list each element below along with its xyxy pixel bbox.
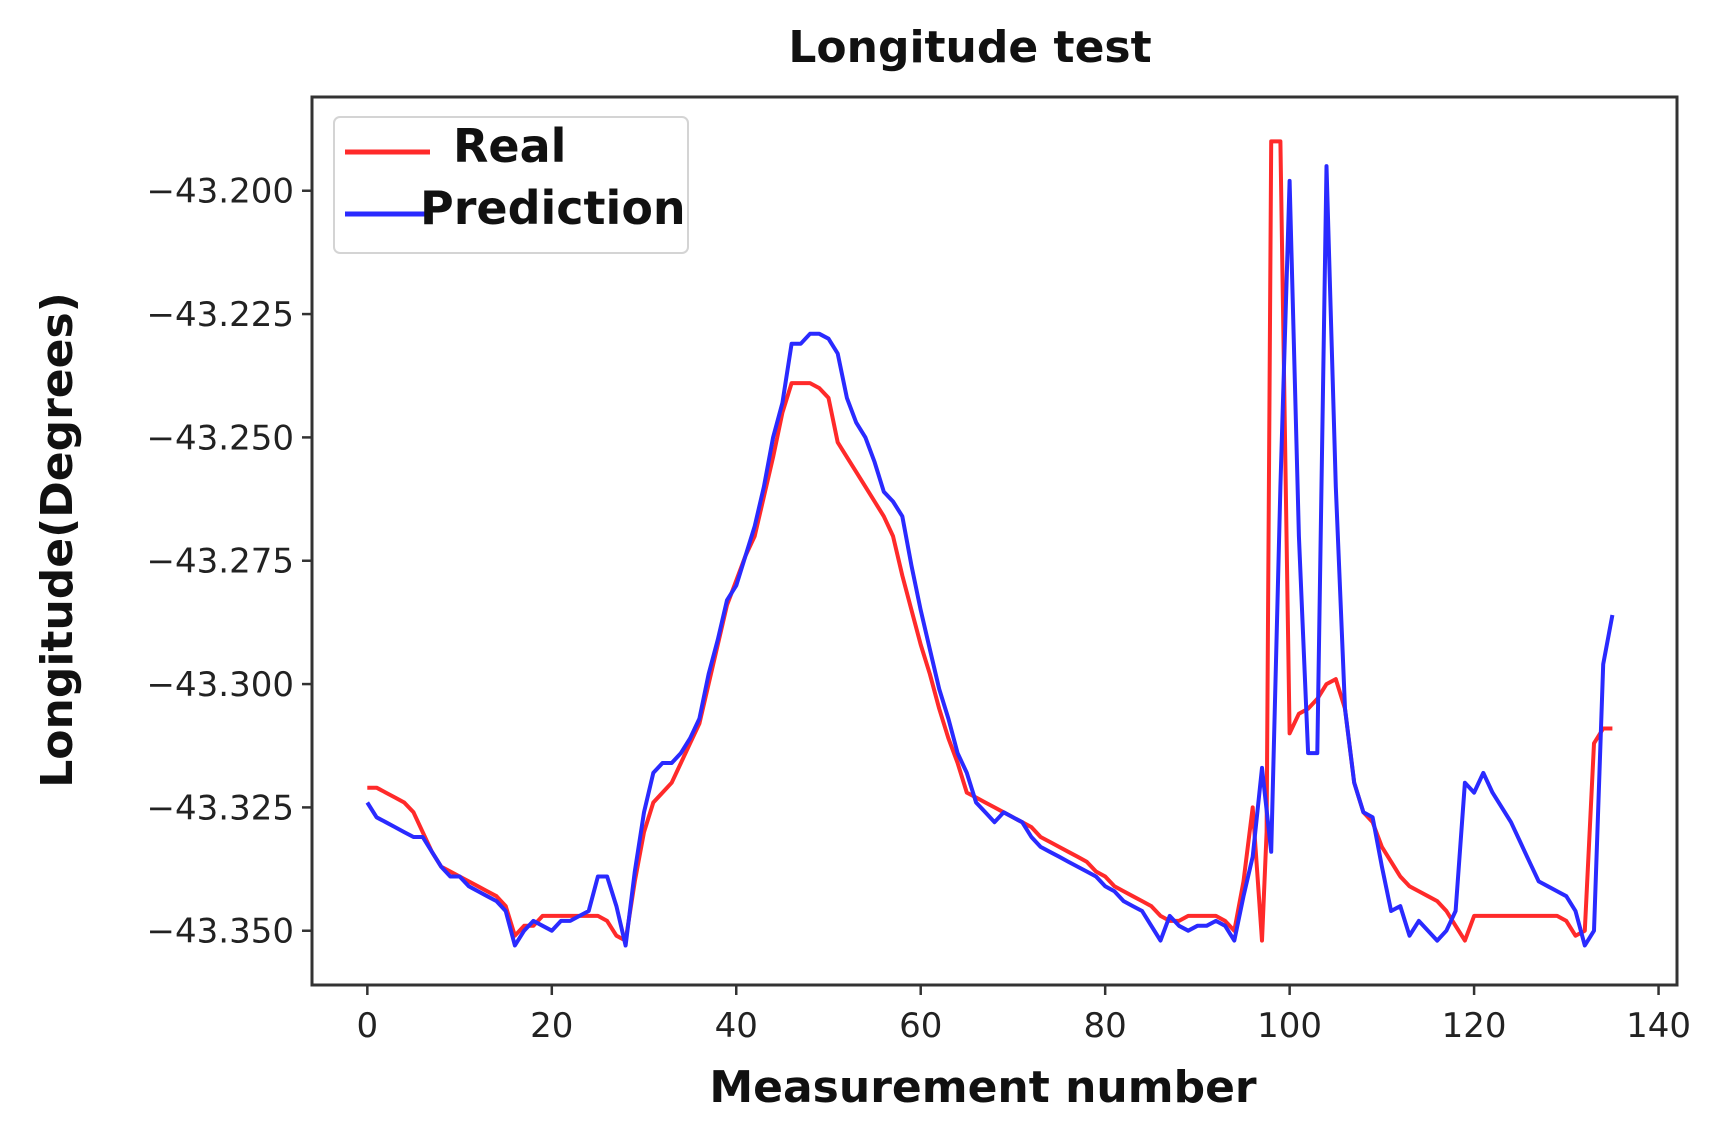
y-tick-label: −43.300: [147, 665, 294, 705]
y-tick-label: −43.250: [147, 418, 294, 458]
series-line-real: [367, 139, 1613, 943]
y-axis-title: Longitude(Degrees): [32, 292, 83, 788]
y-tick-label: −43.275: [147, 542, 294, 582]
x-axis-title: Measurement number: [709, 1062, 1257, 1113]
x-tick-label: 100: [1257, 1006, 1322, 1046]
x-tick-label: 140: [1626, 1006, 1691, 1046]
y-tick-label: −43.350: [147, 912, 294, 952]
legend-label-prediction: Prediction: [420, 181, 686, 235]
x-tick-label: 40: [715, 1006, 758, 1046]
chart-title: Longitude test: [788, 22, 1151, 73]
x-tick-label: 60: [899, 1006, 942, 1046]
x-tick-label: 120: [1442, 1006, 1507, 1046]
y-tick-label: −43.225: [147, 295, 294, 335]
x-tick-label: 0: [357, 1006, 379, 1046]
x-tick-label: 20: [530, 1006, 573, 1046]
legend-label-real: Real: [453, 119, 566, 173]
y-tick-label: −43.325: [147, 788, 294, 828]
plot-frame: [310, 95, 1679, 987]
y-axis: −43.350 −43.325 −43.300 −43.275 −43.250 −43.2…: [147, 172, 312, 952]
series-layer: [365, 139, 1615, 948]
series-line-prediction: [365, 164, 1615, 948]
legend: Real Prediction: [333, 116, 689, 254]
y-tick-label: −43.200: [147, 172, 294, 212]
x-tick-label: 80: [1084, 1006, 1127, 1046]
x-axis: 0 20 40 60 80 100 120 140: [357, 985, 1691, 1046]
